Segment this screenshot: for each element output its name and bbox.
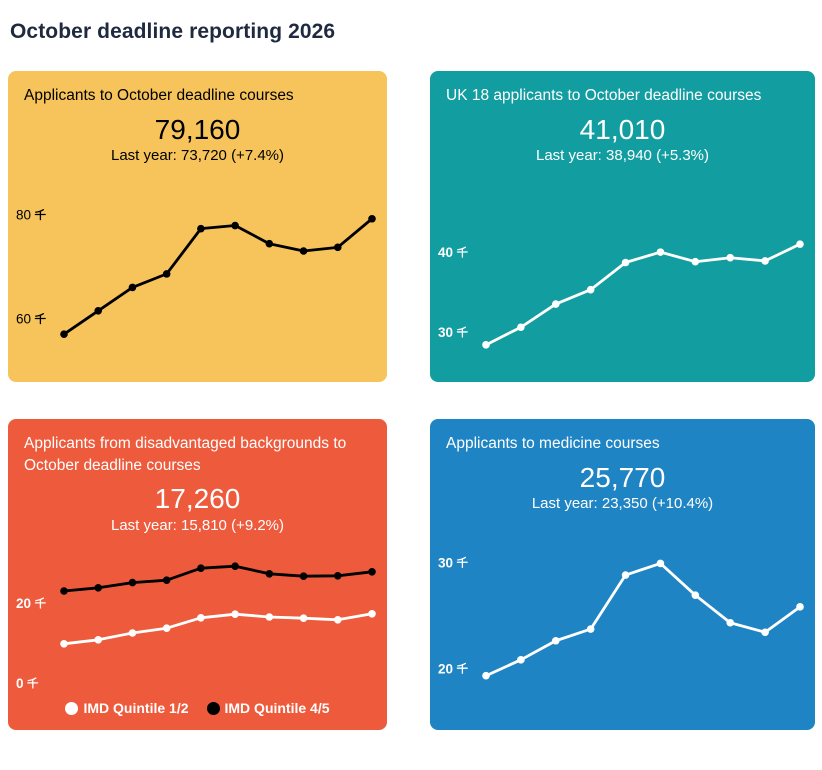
metric-value: 17,260 (154, 483, 241, 515)
card-medicine-applicants: Applicants to medicine courses 25,770 La… (430, 419, 815, 730)
legend-label: IMD Quintile 4/5 (224, 700, 330, 716)
legend-item-imd-quintile-4-5: IMD Quintile 4/5 (206, 700, 330, 716)
card-title: Applicants to medicine courses (446, 435, 660, 452)
svg-text:30: 30 (438, 555, 453, 570)
trend-chart-applicants-october: 80 60 (16, 208, 376, 338)
metric-last-year: Last year: 73,720 (+7.4%) (110, 147, 285, 165)
svg-text:0: 0 (16, 676, 24, 691)
white-dot-icon (65, 701, 79, 715)
svg-text:20: 20 (16, 596, 31, 611)
card-applicants-october: Applicants to October deadline courses 7… (8, 71, 387, 382)
metric-last-year: Last year: 38,940 (+5.3%) (535, 147, 710, 165)
card-title: Applicants from disadvantaged background… (24, 435, 347, 474)
legend-label: IMD Quintile 1/2 (83, 700, 189, 716)
svg-text:30: 30 (438, 325, 453, 340)
svg-text:20: 20 (438, 661, 453, 676)
black-dot-icon (206, 701, 220, 715)
svg-text:80: 80 (16, 208, 31, 223)
metric-last-year: Last year: 23,350 (+10.4%) (531, 495, 714, 513)
chart-legend: IMD Quintile 1/2 IMD Quintile 4/5 (8, 700, 387, 716)
metric-value: 25,770 (579, 461, 666, 493)
card-disadvantaged-applicants: Applicants from disadvantaged background… (8, 419, 387, 730)
card-title: Applicants to October deadline courses (24, 87, 294, 104)
metric-value: 41,010 (579, 113, 666, 145)
svg-text:60: 60 (16, 312, 31, 327)
legend-item-imd-quintile-1-2: IMD Quintile 1/2 (65, 700, 189, 716)
kpi-card-grid: Applicants to October deadline courses 7… (8, 71, 822, 730)
trend-chart-medicine-applicants: 30 20 (438, 555, 804, 680)
page-title: October deadline reporting 2026 (10, 20, 336, 43)
metric-value: 79,160 (154, 113, 241, 145)
trend-chart-uk18-applicants: 40 30 (438, 240, 804, 349)
trend-chart-disadvantaged-applicants: 20 0 (16, 562, 376, 691)
card-title: UK 18 applicants to October deadline cou… (446, 87, 762, 104)
card-uk18-applicants: UK 18 applicants to October deadline cou… (430, 71, 815, 382)
metric-last-year: Last year: 15,810 (+9.2%) (110, 517, 285, 535)
svg-text:40: 40 (438, 245, 453, 260)
